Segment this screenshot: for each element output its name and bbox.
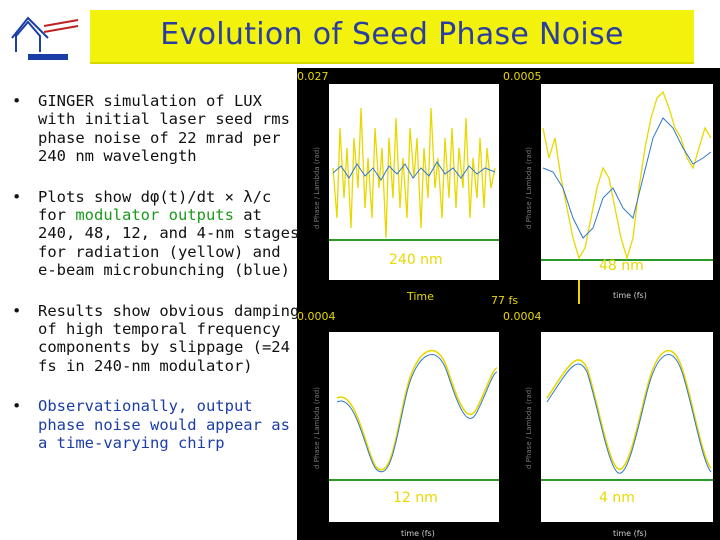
plot-12nm-ylabel: d Phase / Lambda (rad) bbox=[313, 387, 321, 469]
plot-240nm-label: 240 nm bbox=[389, 252, 443, 268]
plot-48nm-span: 77 fs bbox=[491, 294, 518, 307]
plot-240nm-area bbox=[329, 84, 499, 280]
slide-title: Evolution of Seed Phase Noise bbox=[160, 17, 624, 52]
plot-4nm-ylabel: d Phase / Lambda (rad) bbox=[525, 387, 533, 469]
plot-4nm-ytop: 0.0004 bbox=[503, 310, 542, 323]
bullet-results: Results show obvious damping of high tem… bbox=[8, 302, 300, 376]
plot-48nm-ytop: 0.0005 bbox=[503, 70, 542, 83]
plot-240nm-xlabel: Time bbox=[406, 290, 434, 303]
plot-48nm-area bbox=[541, 84, 713, 280]
bullet-plots: Plots show dφ(t)/dt × λ/c for modulator … bbox=[8, 188, 300, 280]
plot-12nm-area bbox=[329, 332, 499, 522]
plot-48nm-xlabel: time (fs) bbox=[613, 291, 647, 300]
plot-12nm-xlabel: time (fs) bbox=[401, 529, 435, 538]
plot-grid: d Phase / Lambda (rad) d Phase / Lambda … bbox=[297, 68, 720, 540]
plot-240nm-yellow-curve bbox=[332, 107, 496, 239]
plot-12nm-ytop: 0.0004 bbox=[297, 310, 336, 323]
plot-4nm-label: 4 nm bbox=[599, 490, 635, 506]
plot-4nm-area bbox=[541, 332, 713, 522]
title-bar: Evolution of Seed Phase Noise bbox=[90, 10, 694, 64]
plot-48nm-blue-curve bbox=[542, 117, 712, 239]
bullet-observationally: Observationally, output phase noise woul… bbox=[8, 397, 300, 452]
bullet-list: GINGER simulation of LUX with initial la… bbox=[8, 92, 300, 475]
plot-12nm-yellow-curve bbox=[336, 349, 498, 471]
plot-12nm-label: 12 nm bbox=[393, 490, 438, 506]
plot-240nm-ytop: 0.027 bbox=[297, 70, 329, 83]
bullet-ginger: GINGER simulation of LUX with initial la… bbox=[8, 92, 300, 166]
plot-240nm-blue-curve bbox=[332, 161, 496, 181]
plot-48nm-label: 48 nm bbox=[599, 258, 644, 274]
plot-4nm-yellow-curve bbox=[546, 349, 712, 471]
plot-240nm-ylabel: d Phase / Lambda (rad) bbox=[313, 147, 321, 229]
plot-48nm-ylabel: d Phase / Lambda (rad) bbox=[525, 147, 533, 229]
plot-48nm-yellow-curve bbox=[542, 90, 712, 261]
plot-4nm-blue-curve bbox=[546, 354, 712, 474]
plot-4nm-xlabel: time (fs) bbox=[613, 529, 647, 538]
plot-12nm-blue-curve bbox=[336, 354, 498, 473]
berkeley-lab-logo bbox=[8, 12, 90, 64]
highlight-modulator-outputs: modulator outputs bbox=[75, 206, 234, 225]
